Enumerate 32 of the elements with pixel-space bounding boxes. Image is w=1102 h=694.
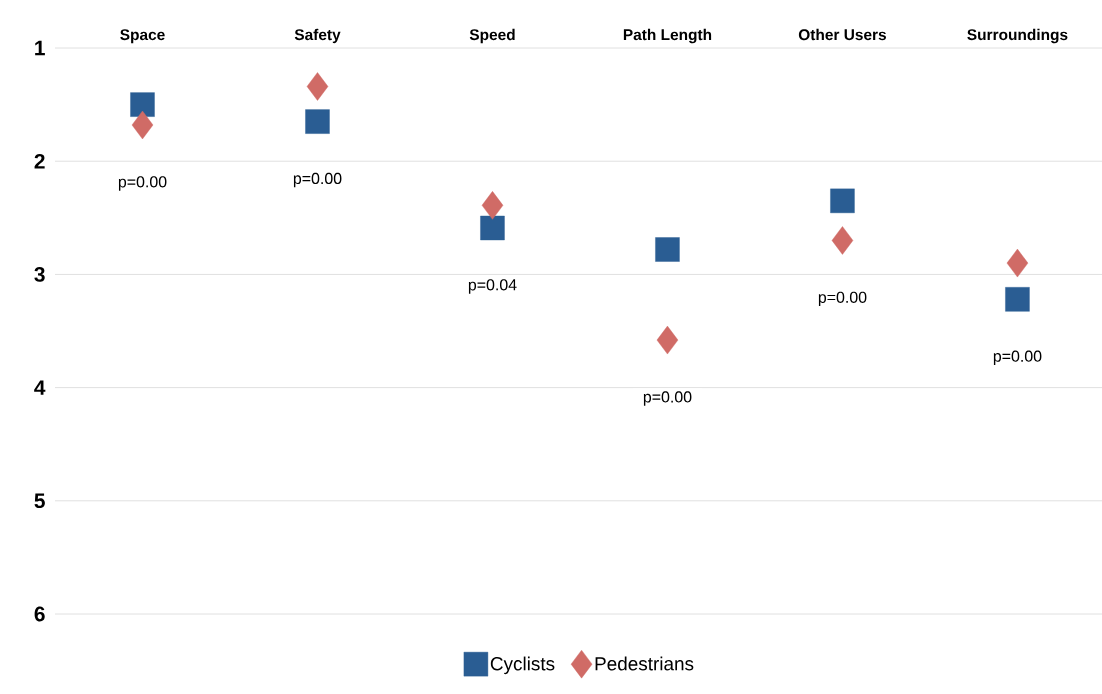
annotation: p=0.00 — [293, 172, 342, 188]
y-tick-label: 6 — [34, 606, 45, 622]
annotation: p=0.00 — [993, 350, 1042, 365]
point — [831, 226, 854, 255]
y-tick-label: 3 — [34, 266, 45, 282]
legend-label: Cyclists — [490, 656, 555, 675]
x-tick-label: Safety — [294, 28, 341, 44]
point — [130, 92, 155, 117]
y-tick-label: 2 — [34, 153, 45, 169]
point — [481, 191, 504, 220]
point — [830, 188, 855, 214]
y-tick-label: 1 — [35, 40, 45, 56]
x-tick-label: Speed — [469, 28, 515, 44]
annotation: p=0.00 — [643, 391, 692, 406]
annotation: p=0.00 — [118, 176, 167, 191]
legend-label: Pedestrians — [595, 656, 694, 671]
annotation: p=0.00 — [818, 291, 867, 307]
point — [305, 109, 330, 134]
point — [655, 237, 680, 262]
annotation: p=0.04 — [468, 279, 517, 294]
x-tick-label: Path Length — [623, 28, 712, 44]
point — [1005, 287, 1030, 312]
point — [480, 215, 505, 241]
y-tick-label: 4 — [34, 380, 46, 395]
y-tick-label: 5 — [34, 493, 45, 509]
point — [131, 110, 154, 140]
point — [306, 72, 329, 101]
x-tick-label: Space — [120, 29, 165, 44]
point — [1006, 248, 1029, 278]
point — [656, 325, 679, 355]
x-tick-label: Surroundings — [967, 28, 1068, 44]
x-tick-label: Other Users — [798, 28, 886, 41]
